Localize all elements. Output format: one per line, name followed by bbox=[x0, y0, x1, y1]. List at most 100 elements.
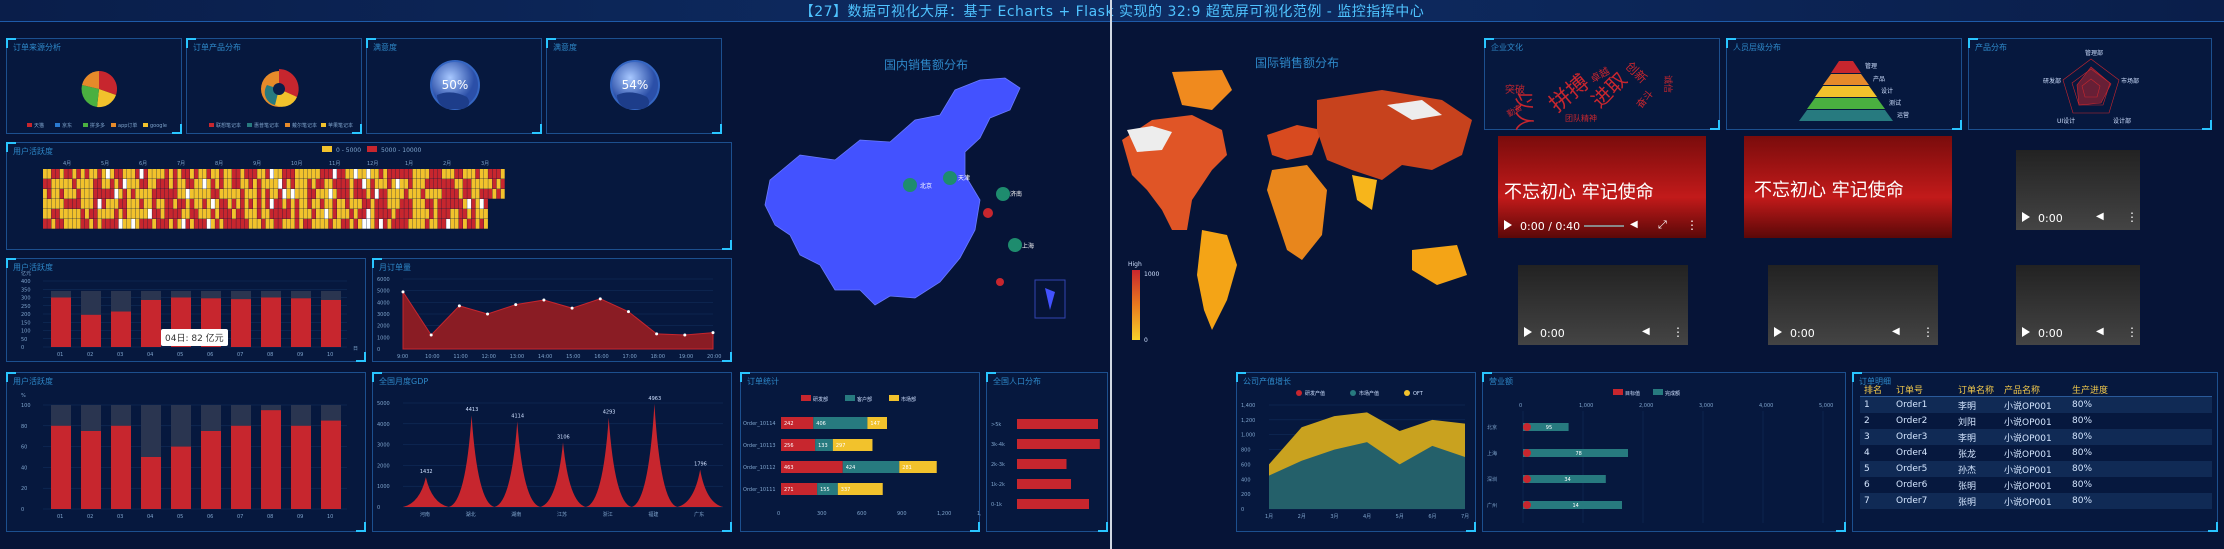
panel-area-hourly: 月订单量 6000 5000 4000 3000 2000 1000 0 9:00 10:00 1… bbox=[372, 258, 732, 362]
play-icon[interactable] bbox=[2022, 327, 2030, 337]
bar2-xtick: 06 bbox=[207, 514, 213, 520]
play-icon[interactable] bbox=[2022, 212, 2030, 222]
china-city-tianjin[interactable] bbox=[943, 171, 957, 185]
play-icon[interactable] bbox=[1504, 220, 1512, 230]
area1-ytick: 3000 bbox=[377, 312, 390, 318]
gauge-2: 54% bbox=[610, 60, 660, 110]
heatmap-cell bbox=[416, 209, 421, 219]
heatmap-cell bbox=[404, 169, 409, 179]
heatmap-cell bbox=[391, 179, 396, 189]
china-map-title: 国内销售额分布 bbox=[884, 58, 969, 72]
bar1-ytick: 0 bbox=[21, 345, 24, 351]
heatmap-cell bbox=[110, 169, 115, 179]
table-cell: Order5 bbox=[1896, 464, 1928, 474]
volume-icon[interactable]: ◀ bbox=[2096, 326, 2104, 337]
rev-xtick: 5,000 bbox=[1819, 403, 1833, 409]
heatmap-cell bbox=[450, 189, 455, 199]
heatmap-cell bbox=[55, 219, 60, 229]
heatmap-cell bbox=[232, 189, 236, 199]
heatmap-cell bbox=[484, 199, 488, 209]
more-options-icon[interactable]: ⋮ bbox=[2126, 325, 2138, 339]
heatmap-cell bbox=[353, 209, 358, 219]
heatmap-cell bbox=[353, 199, 358, 209]
china-city-beijing[interactable] bbox=[903, 178, 917, 192]
volume-icon[interactable]: ◀ bbox=[1630, 219, 1638, 230]
heatmap-cell bbox=[64, 219, 68, 229]
heatmap-cell bbox=[395, 179, 400, 189]
heatmap-cell bbox=[190, 179, 194, 189]
svg-text:北京: 北京 bbox=[920, 182, 932, 190]
stacked-xtick: 0 bbox=[777, 511, 780, 517]
video-player-6[interactable]: 0:00 ◀ ⋮ bbox=[2016, 265, 2140, 345]
heatmap-cell bbox=[475, 189, 480, 199]
video-player-5[interactable]: 0:00 ◀ ⋮ bbox=[1768, 265, 1938, 345]
spikes-xtick: 浙江 bbox=[603, 511, 613, 518]
heatmap-cell bbox=[307, 179, 312, 189]
stacked-value: 463 bbox=[784, 465, 794, 471]
china-city-jinan[interactable] bbox=[996, 187, 1010, 201]
play-icon[interactable] bbox=[1524, 327, 1532, 337]
heatmap-cell bbox=[341, 199, 346, 209]
heatmap-cell bbox=[164, 179, 169, 189]
more-options-icon[interactable]: ⋮ bbox=[1686, 218, 1698, 232]
heatmap-cell bbox=[467, 219, 472, 229]
volume-icon[interactable]: ◀ bbox=[1892, 326, 1900, 337]
heatmap-cell bbox=[425, 209, 430, 219]
heatmap-cell bbox=[265, 219, 270, 229]
heatmap-cell bbox=[412, 199, 417, 209]
volume-icon[interactable]: ◀ bbox=[1642, 326, 1650, 337]
heatmap-cell bbox=[458, 209, 463, 219]
heatmap-cell bbox=[148, 219, 152, 229]
heatmap-month-label: 2月 bbox=[443, 161, 451, 167]
table-cell: 李明 bbox=[1958, 401, 1977, 412]
heatmap-cell bbox=[240, 179, 245, 189]
more-options-icon[interactable]: ⋮ bbox=[1672, 325, 1684, 339]
heatmap-cell bbox=[429, 219, 434, 229]
heatmap-cell bbox=[164, 209, 169, 219]
heatmap-cell bbox=[232, 179, 236, 189]
heatmap-cell bbox=[290, 199, 295, 209]
heatmap-cell bbox=[475, 179, 480, 189]
heatmap-month-label: 1月 bbox=[405, 161, 413, 167]
heatmap-cell bbox=[307, 209, 312, 219]
video-player-3[interactable]: 0:00 ◀ ⋮ bbox=[2016, 150, 2140, 230]
more-options-icon[interactable]: ⋮ bbox=[1922, 325, 1934, 339]
play-icon[interactable] bbox=[1774, 327, 1782, 337]
heatmap-cell bbox=[181, 169, 186, 179]
heatmap-cell bbox=[248, 219, 253, 229]
heatmap-cell bbox=[471, 189, 476, 199]
video-player-2[interactable]: 不忘初心 牢记使命 bbox=[1744, 136, 1952, 238]
heatmap-cell bbox=[261, 189, 266, 199]
gauge-2-value: 54% bbox=[622, 78, 649, 92]
rev-legend-swatch bbox=[1613, 389, 1623, 395]
spikes-label: 1432 bbox=[420, 469, 433, 475]
heatmap-cell bbox=[93, 219, 98, 229]
volume-icon[interactable]: ◀ bbox=[2096, 211, 2104, 222]
more-options-icon[interactable]: ⋮ bbox=[2126, 210, 2138, 224]
hourly-area-chart: 6000 5000 4000 3000 2000 1000 0 9:00 10:00 11:00 1… bbox=[377, 277, 721, 360]
heatmap-cell bbox=[190, 199, 194, 209]
table-cell: 孙杰 bbox=[1958, 465, 1977, 476]
heatmap-cell bbox=[76, 219, 81, 229]
heatmap-cell bbox=[118, 189, 123, 199]
heatmap-cell bbox=[446, 199, 451, 209]
heatmap-cell bbox=[114, 189, 119, 199]
heatmap-cell bbox=[391, 169, 396, 179]
heatmap-cell bbox=[185, 169, 190, 179]
heatmap-cell bbox=[47, 219, 52, 229]
china-city-shanghai[interactable] bbox=[1008, 238, 1022, 252]
video-player-4[interactable]: 0:00 ◀ ⋮ bbox=[1518, 265, 1688, 345]
heatmap-cell bbox=[353, 169, 358, 179]
bar1-bar bbox=[141, 299, 161, 347]
area3-ytick: 1,400 bbox=[1241, 403, 1255, 409]
panel-bar-daily: 用户活跃度 亿元 400 350 300 250 200 150 100 50 0 01 02 03 04… bbox=[6, 258, 366, 362]
heatmap-cell bbox=[395, 219, 400, 229]
fullscreen-icon[interactable]: ⤢ bbox=[1658, 218, 1667, 231]
bar2-ytick: 0 bbox=[21, 507, 24, 513]
bar1-ytick: 200 bbox=[21, 312, 31, 318]
heatmap-cell bbox=[492, 169, 497, 179]
heatmap-cell bbox=[85, 219, 89, 229]
heatmap-cell bbox=[479, 169, 484, 179]
stacked-row-label: Order_10112 bbox=[743, 465, 776, 471]
video-player-1[interactable]: 不忘初心 牢记使命 0:00 / 0:40 ◀ ⤢ ⋮ bbox=[1498, 136, 1706, 238]
